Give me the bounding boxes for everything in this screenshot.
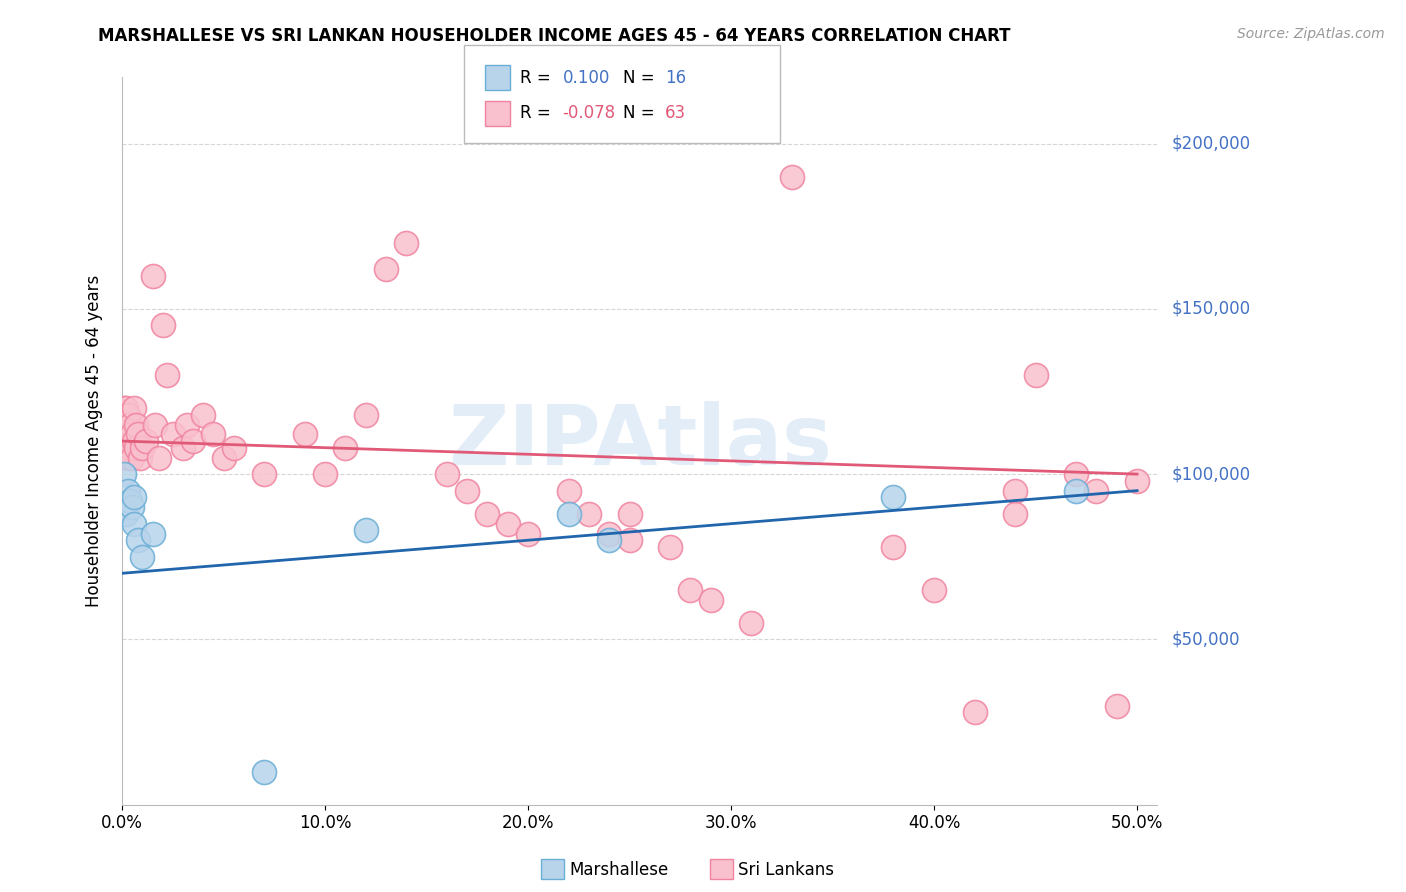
Point	[294, 427, 316, 442]
Text: -0.078: -0.078	[562, 104, 616, 122]
Text: $100,000: $100,000	[1171, 465, 1250, 483]
Point	[112, 401, 135, 415]
Point	[598, 533, 620, 548]
Point	[125, 441, 148, 455]
Point	[1126, 474, 1149, 488]
Point	[780, 169, 803, 184]
Point	[253, 467, 276, 482]
Point	[129, 450, 152, 465]
Point	[121, 500, 143, 515]
Point	[193, 408, 215, 422]
Point	[619, 507, 641, 521]
Point	[436, 467, 458, 482]
Point	[131, 549, 153, 564]
Point	[700, 592, 723, 607]
Point	[135, 434, 157, 448]
Point	[477, 507, 499, 521]
Point	[122, 401, 145, 415]
Y-axis label: Householder Income Ages 45 - 64 years: Householder Income Ages 45 - 64 years	[86, 275, 103, 607]
Point	[176, 417, 198, 432]
Point	[557, 507, 579, 521]
Point	[598, 526, 620, 541]
Text: R =: R =	[520, 69, 551, 87]
Point	[922, 582, 945, 597]
Point	[122, 434, 145, 448]
Text: ZIPAtlas: ZIPAtlas	[447, 401, 832, 482]
Point	[112, 467, 135, 482]
Point	[314, 467, 336, 482]
Point	[335, 441, 357, 455]
Text: 0.100: 0.100	[562, 69, 610, 87]
Point	[156, 368, 179, 382]
Point	[679, 582, 702, 597]
Point	[578, 507, 600, 521]
Text: $150,000: $150,000	[1171, 300, 1250, 318]
Point	[127, 427, 149, 442]
Point	[121, 427, 143, 442]
Point	[131, 441, 153, 455]
Text: MARSHALLESE VS SRI LANKAN HOUSEHOLDER INCOME AGES 45 - 64 YEARS CORRELATION CHAR: MARSHALLESE VS SRI LANKAN HOUSEHOLDER IN…	[98, 27, 1011, 45]
Point	[120, 417, 142, 432]
Point	[115, 401, 138, 415]
Text: 16: 16	[665, 69, 686, 87]
Point	[120, 493, 142, 508]
Point	[1025, 368, 1047, 382]
Text: 63: 63	[665, 104, 686, 122]
Point	[557, 483, 579, 498]
Point	[496, 516, 519, 531]
Point	[121, 450, 143, 465]
Point	[125, 417, 148, 432]
Point	[456, 483, 478, 498]
Point	[120, 441, 142, 455]
Text: R =: R =	[520, 104, 551, 122]
Point	[222, 441, 245, 455]
Text: N =: N =	[623, 69, 654, 87]
Point	[1064, 467, 1087, 482]
Point	[141, 268, 163, 283]
Point	[148, 450, 170, 465]
Point	[172, 441, 194, 455]
Point	[152, 318, 174, 333]
Text: $50,000: $50,000	[1171, 631, 1240, 648]
Point	[122, 490, 145, 504]
Point	[395, 235, 418, 250]
Point	[127, 533, 149, 548]
Point	[882, 490, 904, 504]
Text: Source: ZipAtlas.com: Source: ZipAtlas.com	[1237, 27, 1385, 41]
Point	[141, 526, 163, 541]
Point	[253, 764, 276, 779]
Text: Marshallese: Marshallese	[569, 861, 669, 879]
Point	[1004, 483, 1026, 498]
Point	[375, 262, 398, 277]
Text: Sri Lankans: Sri Lankans	[738, 861, 834, 879]
Point	[117, 483, 139, 498]
Point	[517, 526, 540, 541]
Point	[143, 417, 166, 432]
Point	[122, 516, 145, 531]
Point	[112, 417, 135, 432]
Point	[659, 540, 682, 554]
Point	[963, 705, 986, 719]
Point	[1105, 698, 1128, 713]
Point	[1004, 507, 1026, 521]
Point	[740, 615, 762, 630]
Point	[117, 450, 139, 465]
Point	[212, 450, 235, 465]
Point	[354, 524, 377, 538]
Point	[354, 408, 377, 422]
Point	[117, 408, 139, 422]
Text: N =: N =	[623, 104, 654, 122]
Point	[115, 434, 138, 448]
Point	[619, 533, 641, 548]
Text: $200,000: $200,000	[1171, 135, 1250, 153]
Point	[1064, 483, 1087, 498]
Point	[181, 434, 204, 448]
Point	[1085, 483, 1108, 498]
Point	[115, 507, 138, 521]
Point	[162, 427, 184, 442]
Point	[202, 427, 225, 442]
Point	[882, 540, 904, 554]
